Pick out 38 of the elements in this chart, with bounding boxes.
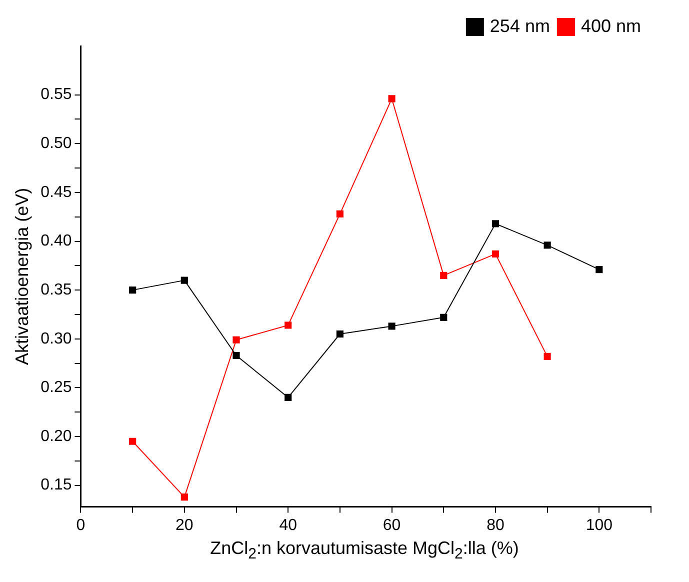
x-tick-label: 40 — [279, 516, 298, 534]
point — [129, 438, 136, 445]
point — [544, 242, 551, 249]
y-tick-label: 0.35 — [40, 281, 72, 298]
x-tick-label: 80 — [486, 516, 504, 534]
point — [388, 322, 396, 330]
point — [129, 286, 136, 294]
point — [596, 266, 603, 274]
point — [336, 210, 344, 218]
point — [492, 250, 500, 258]
point — [232, 352, 240, 360]
point — [492, 220, 500, 228]
x-tick-label: 100 — [586, 516, 613, 534]
x-tick-label: 0 — [76, 516, 86, 534]
y-tick-label: 0.30 — [40, 330, 72, 348]
x-axis-title: ZnCl$_{2}$:n korvautumisaste MgCl$_{2}$:lla (%) — [209, 538, 520, 563]
y-tick-label: 0.50 — [40, 135, 72, 152]
point — [440, 314, 448, 321]
point — [388, 95, 396, 102]
point — [180, 494, 188, 501]
x-tick-label: 20 — [176, 516, 194, 534]
point — [284, 322, 292, 329]
y-tick-label: 0.55 — [40, 86, 72, 104]
point — [284, 394, 292, 401]
point — [336, 330, 344, 338]
point — [232, 336, 240, 344]
point — [440, 272, 448, 279]
point — [544, 352, 551, 360]
y-tick-label: 0.15 — [40, 476, 72, 494]
point — [180, 276, 188, 284]
y-tick-label: 0.45 — [40, 184, 72, 201]
x-tick-label: 60 — [382, 516, 401, 534]
y-tick-label: 0.20 — [40, 428, 72, 445]
y-axis-title: Aktivaatioenergia (eV) — [12, 188, 32, 365]
legend-label: 254 nm — [490, 16, 550, 36]
y-tick-label: 0.25 — [40, 379, 72, 396]
legend-label: 400 nm — [580, 16, 642, 36]
y-tick-label: 0.40 — [40, 232, 72, 250]
